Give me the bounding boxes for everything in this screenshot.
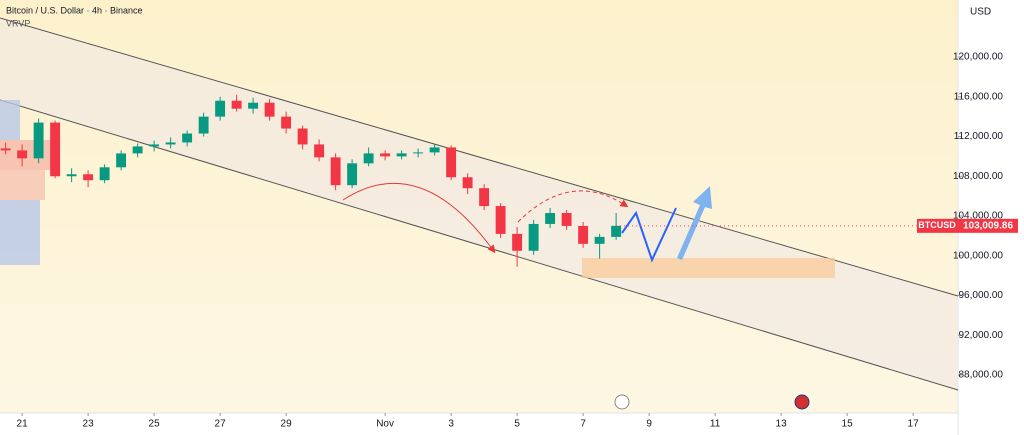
last-price-tag bbox=[958, 218, 1018, 233]
y-tick-label: 92,000.00 bbox=[959, 330, 1004, 341]
projection-arc-dashed bbox=[517, 190, 629, 223]
candle-body bbox=[17, 150, 28, 159]
candle-body bbox=[396, 153, 407, 157]
y-tick-label: 88,000.00 bbox=[959, 370, 1004, 381]
x-tick-label: 27 bbox=[215, 419, 227, 430]
candle-body bbox=[149, 144, 160, 147]
candle-body bbox=[446, 147, 457, 178]
x-tick-label: 25 bbox=[149, 419, 161, 430]
demand-zone bbox=[582, 258, 835, 278]
chart-title: Bitcoin / U.S. Dollar · 4h · Binance bbox=[6, 5, 143, 15]
candle-body bbox=[264, 102, 275, 117]
candle-body bbox=[83, 174, 94, 181]
candle-body bbox=[429, 147, 440, 153]
candle-body bbox=[561, 213, 572, 226]
y-tick-label: 108,000.00 bbox=[953, 171, 1003, 182]
indicator-label: VRVP bbox=[6, 18, 30, 28]
symbol-tag bbox=[917, 218, 958, 233]
candle-body bbox=[611, 225, 622, 237]
candle-body bbox=[66, 174, 77, 177]
x-tick-label: 11 bbox=[710, 419, 721, 430]
projection-zigzag bbox=[621, 207, 677, 263]
candle-body bbox=[512, 233, 523, 251]
candle-body bbox=[99, 167, 110, 181]
x-tick-label: Nov bbox=[376, 419, 394, 430]
channel-upper bbox=[0, 17, 959, 297]
event-icon[interactable] bbox=[614, 394, 630, 410]
symbol-label: BTCUSD bbox=[918, 220, 956, 230]
candle-body bbox=[330, 157, 341, 186]
x-tick-label: 21 bbox=[17, 419, 29, 430]
y-tick-label: 100,000.00 bbox=[953, 250, 1003, 261]
x-tick-label: 5 bbox=[514, 419, 520, 430]
candle-body bbox=[363, 153, 374, 164]
x-tick-label: 9 bbox=[646, 419, 652, 430]
x-tick-label: 23 bbox=[83, 419, 95, 430]
channel-lower bbox=[0, 99, 959, 391]
candle-body bbox=[281, 116, 292, 129]
candle-body bbox=[495, 206, 506, 234]
x-tick-label: 7 bbox=[580, 419, 586, 430]
candle-body bbox=[50, 122, 61, 177]
candle-body bbox=[182, 133, 193, 143]
y-tick-label: 104,000.00 bbox=[953, 211, 1003, 222]
x-tick-label: 15 bbox=[842, 419, 854, 430]
candle-body bbox=[594, 236, 605, 244]
currency-label: USD bbox=[970, 7, 991, 18]
candle-body bbox=[33, 122, 44, 159]
candle-body bbox=[479, 188, 490, 207]
volume-profile bbox=[0, 100, 60, 265]
candle-body bbox=[0, 148, 11, 151]
channel-fill bbox=[0, 18, 958, 390]
price-axis-panel bbox=[958, 0, 1024, 435]
y-tick-label: 112,000.00 bbox=[954, 131, 1004, 142]
x-tick-label: 17 bbox=[908, 419, 920, 430]
last-price-label: 103,009.86 bbox=[963, 220, 1013, 231]
candle-body bbox=[248, 102, 259, 109]
candle-body bbox=[231, 100, 242, 109]
candle-body bbox=[380, 153, 391, 157]
y-tick-label: 96,000.00 bbox=[959, 290, 1004, 301]
candle-body bbox=[165, 142, 176, 145]
projection-arc bbox=[342, 182, 496, 254]
event-flag[interactable] bbox=[794, 394, 810, 410]
candle-body bbox=[116, 153, 127, 168]
candle-body bbox=[132, 146, 143, 154]
candle-body bbox=[198, 116, 209, 134]
candle-body bbox=[347, 163, 358, 186]
projection-arrow bbox=[677, 186, 712, 260]
candle-body bbox=[413, 152, 424, 154]
time-axis-panel bbox=[0, 413, 958, 435]
candle-body bbox=[545, 213, 556, 224]
candle-body bbox=[528, 223, 539, 251]
y-tick-label: 120,000.00 bbox=[953, 52, 1003, 63]
x-tick-label: 29 bbox=[281, 419, 293, 430]
x-tick-label: 3 bbox=[448, 419, 454, 430]
candle-body bbox=[578, 225, 589, 244]
y-tick-label: 116,000.00 bbox=[954, 91, 1004, 102]
candle-body bbox=[314, 144, 325, 158]
candle-body bbox=[462, 177, 473, 189]
candle-body bbox=[297, 128, 308, 145]
x-tick-label: 13 bbox=[776, 419, 788, 430]
candle-body bbox=[215, 100, 226, 117]
